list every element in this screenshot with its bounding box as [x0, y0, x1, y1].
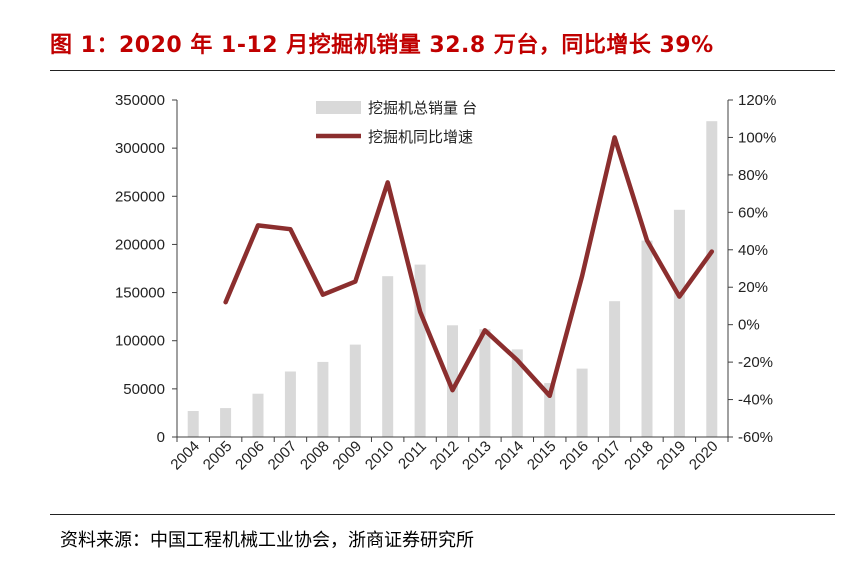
legend-label-bar: 挖掘机总销量 台	[368, 100, 477, 117]
x-tick-label: 2017	[589, 438, 625, 474]
bar-series-sales	[187, 121, 718, 437]
left-tick-label: 150000	[115, 285, 165, 302]
x-tick-label: 2016	[556, 438, 592, 474]
right-tick-label: 120%	[738, 92, 776, 109]
figure-title: 图 1：2020 年 1-12 月挖掘机销量 32.8 万台，同比增长 39%	[50, 33, 714, 58]
right-tick-label: 0%	[738, 317, 760, 334]
bar-2008	[317, 361, 329, 437]
left-tick-label: 200000	[115, 236, 165, 253]
x-tick-label: 2019	[654, 438, 690, 474]
x-tick-label: 2006	[232, 438, 268, 474]
title-divider	[50, 70, 835, 71]
x-tick-label: 2005	[200, 438, 236, 474]
right-tick-label: 60%	[738, 204, 768, 221]
x-tick-label: 2009	[329, 438, 365, 474]
combo-chart: 0 50000 100000 150000 200000 250000 300000 3500…	[115, 92, 776, 474]
bar-2012	[447, 325, 458, 437]
bar-2011	[414, 264, 426, 437]
x-tick-label: 2013	[459, 438, 495, 474]
right-tick-label: 40%	[738, 242, 768, 259]
legend-swatch-bar	[316, 101, 361, 114]
x-tick-label: 2010	[362, 438, 398, 474]
right-tick-label: 100%	[738, 129, 776, 146]
bar-2004	[187, 411, 199, 437]
bar-2013	[479, 329, 491, 437]
source-divider	[50, 514, 835, 515]
bar-2016	[576, 368, 588, 437]
bar-2020	[706, 121, 718, 437]
x-tick-label: 2014	[492, 438, 528, 474]
right-tick-label: -40%	[738, 392, 773, 409]
bar-2014	[511, 349, 523, 437]
x-tick-label: 2004	[167, 438, 203, 474]
x-tick-label: 2008	[297, 438, 333, 474]
right-tick-label: 80%	[738, 167, 768, 184]
bar-2018	[641, 240, 653, 437]
right-tick-label: 20%	[738, 279, 768, 296]
left-tick-label: 0	[157, 429, 165, 446]
bar-2019	[673, 209, 685, 437]
bar-2017	[609, 301, 621, 437]
left-tick-label: 350000	[115, 92, 165, 109]
bar-2010	[382, 276, 394, 437]
left-tick-label: 250000	[115, 188, 165, 205]
bar-2009	[349, 344, 361, 437]
x-tick-label: 2012	[427, 438, 463, 474]
x-tick-label: 2015	[524, 438, 560, 474]
left-tick-label: 100000	[115, 333, 165, 350]
bar-2015	[544, 383, 556, 437]
x-tick-label: 2020	[686, 438, 722, 474]
bar-2005	[220, 408, 232, 437]
line-series-growth	[223, 135, 715, 399]
x-tick-label: 2007	[265, 438, 301, 474]
legend-label-line: 挖掘机同比增速	[368, 129, 473, 146]
left-tick-label: 50000	[123, 381, 165, 398]
x-tick-label: 2011	[395, 438, 430, 473]
right-tick-label: -60%	[738, 429, 773, 446]
left-tick-label: 300000	[115, 140, 165, 157]
right-tick-label: -20%	[738, 354, 773, 371]
bar-2007	[284, 371, 296, 437]
x-tick-label: 2018	[621, 438, 657, 474]
source-note: 资料来源：中国工程机械工业协会，浙商证券研究所	[60, 530, 474, 551]
bar-2006	[252, 393, 264, 437]
